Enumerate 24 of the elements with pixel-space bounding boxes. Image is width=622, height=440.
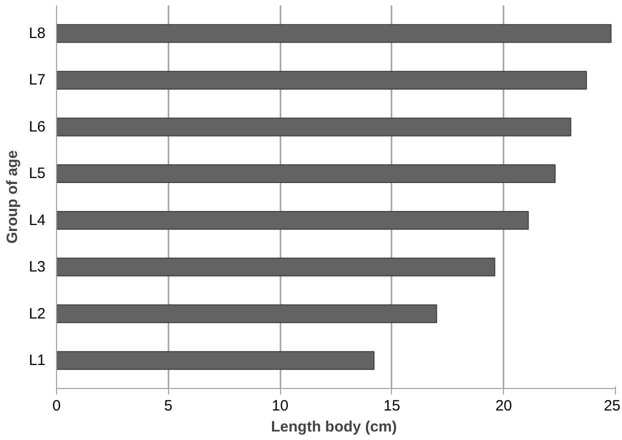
y-tick-label: L7 [28,72,46,89]
y-tick-label: L5 [28,165,46,182]
y-tick-label: L1 [28,352,46,369]
x-tick-label: 20 [495,398,512,414]
bar [56,210,529,230]
bar [56,258,496,276]
x-tick-label: 0 [52,398,61,414]
y-tick-label: L4 [28,212,46,229]
x-tick-label: 5 [164,398,172,414]
bar [56,351,375,370]
y-tick-label: L8 [28,25,46,42]
y-tick-label: L6 [28,118,46,136]
bar [56,24,612,43]
x-tick-label: 10 [272,398,288,414]
x-axis-title: Length body (cm) [271,418,397,436]
x-tick-label: 15 [384,398,400,414]
y-tick-label: L2 [28,305,46,322]
bar [56,70,587,90]
bar [56,118,572,136]
bar [56,164,556,184]
x-tick-label: 25 [604,398,621,414]
bar [56,304,438,324]
y-axis-title: Group of age [4,150,21,244]
y-tick-label: L3 [28,258,46,276]
